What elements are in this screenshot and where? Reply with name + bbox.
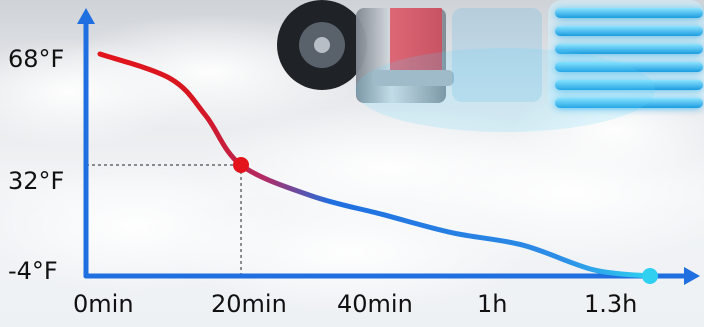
background-clouds <box>0 14 704 310</box>
x-tick-label-1h: 1h <box>477 290 508 318</box>
x-axis-arrow-icon <box>684 267 700 285</box>
temperature-line <box>97 51 653 279</box>
y-tick-label-32f: 32°F <box>8 167 65 195</box>
x-tick-label-0min: 0min <box>73 290 134 318</box>
y-tick-label-68f: 68°F <box>8 45 65 73</box>
x-tick-label-40min: 40min <box>337 290 413 318</box>
product-image <box>277 0 704 132</box>
y-tick-label-minus4f: -4°F <box>8 257 58 285</box>
x-tick-label-1-3h: 1.3h <box>584 290 638 318</box>
highlight-point-1-3h <box>642 268 658 284</box>
temperature-series <box>97 51 658 284</box>
highlight-point-20min <box>233 157 250 173</box>
chart-guides <box>86 164 242 276</box>
y-axis-arrow-icon <box>77 8 95 24</box>
x-tick-label-20min: 20min <box>211 290 287 318</box>
axes <box>77 8 700 285</box>
